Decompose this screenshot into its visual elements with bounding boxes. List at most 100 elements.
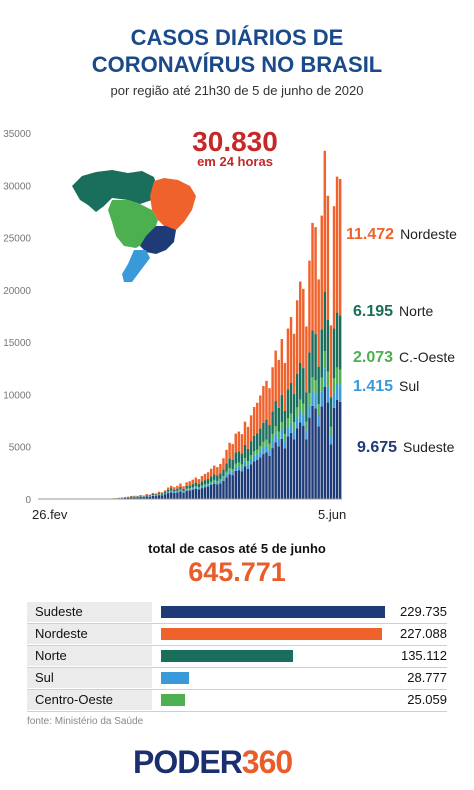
bar-segment — [151, 495, 155, 499]
bar-segment — [231, 471, 234, 476]
totals-row-value: 135.112 — [400, 648, 447, 663]
bar-day — [299, 281, 302, 499]
bar-segment — [302, 403, 305, 415]
bar-segment — [320, 215, 323, 330]
bar-segment — [213, 479, 216, 482]
bar-segment — [329, 325, 333, 398]
bar-day — [323, 150, 327, 499]
bar-segment — [240, 467, 244, 472]
bar-segment — [292, 422, 296, 431]
totals-row-bar — [161, 628, 383, 640]
bar-segment — [268, 455, 271, 499]
bar-day — [154, 493, 158, 499]
bar-segment — [219, 479, 222, 482]
bar-segment — [209, 481, 213, 484]
region-value-norte: 6.195 — [353, 303, 394, 320]
bar-segment — [145, 493, 148, 495]
daily-cases-chart: 0 5000 10000 15000 20000 25000 30000 35000 — [3, 129, 342, 505]
bar-segment — [170, 490, 173, 492]
bar-segment — [317, 404, 320, 415]
bar-segment — [280, 339, 284, 395]
region-label-norte: 6.195 Norte — [353, 303, 433, 321]
bar-segment — [191, 479, 194, 485]
bar-segment — [197, 487, 201, 489]
bar-segment — [256, 449, 259, 455]
bar-segment — [225, 449, 228, 464]
bar-day — [182, 486, 185, 499]
bar-day — [222, 458, 225, 499]
bar-segment — [326, 371, 330, 387]
bar-segment — [133, 496, 136, 497]
bar-day — [219, 463, 222, 499]
bar-segment — [176, 490, 179, 492]
chart-subtitle: por região até 21h30 de 5 de junho de 20… — [110, 83, 364, 98]
bar-segment — [289, 432, 293, 499]
region-label-sul: 1.415 Sul — [353, 378, 419, 396]
bar-segment — [166, 492, 170, 494]
bar-segment — [191, 488, 194, 490]
bar-segment — [179, 491, 182, 499]
bar-segment — [237, 462, 241, 467]
bar-segment — [166, 487, 170, 490]
bar-segment — [274, 442, 277, 499]
bar-day — [314, 227, 317, 499]
bar-segment — [182, 492, 185, 499]
bar-segment — [188, 481, 191, 486]
bar-segment — [277, 359, 280, 408]
map-region-centro-oeste — [108, 200, 158, 248]
bar-segment — [240, 464, 244, 468]
bar-segment — [259, 457, 262, 499]
bar-segment — [234, 433, 237, 453]
bar-day — [338, 179, 342, 499]
bar-segment — [320, 377, 323, 392]
bar-segment — [231, 475, 234, 499]
bar-segment — [289, 422, 293, 433]
totals-row-name: Sul — [27, 668, 152, 688]
bar-segment — [157, 493, 161, 495]
bar-segment — [209, 468, 213, 477]
bar-segment — [163, 492, 167, 494]
totals-row-name: Norte — [27, 646, 152, 666]
bar-segment — [283, 434, 287, 441]
bar-segment — [283, 411, 287, 435]
bar-segment — [194, 487, 198, 489]
region-value-sudeste: 9.675 — [357, 439, 398, 456]
bar-segment — [170, 492, 173, 499]
bar-segment — [314, 227, 317, 335]
bar-segment — [197, 479, 201, 484]
bar-day — [206, 472, 210, 499]
bar-segment — [317, 366, 320, 405]
bar-segment — [249, 441, 253, 456]
bar-segment — [154, 496, 158, 499]
bar-day — [216, 467, 219, 499]
bar-day — [160, 492, 164, 499]
bar-day — [256, 402, 259, 499]
y-axis: 0 5000 10000 15000 20000 25000 30000 35000 — [3, 129, 31, 505]
bars-layer — [90, 150, 342, 499]
totals-row: Sudeste 229.735 — [27, 602, 447, 624]
y-tick-label: 35000 — [3, 129, 31, 140]
bar-segment — [317, 414, 320, 427]
bar-segment — [163, 490, 167, 492]
bar-segment — [185, 488, 188, 490]
region-value-nordeste: 11.472 — [346, 226, 395, 243]
bar-segment — [148, 495, 152, 497]
totals-row-name: Sudeste — [27, 602, 152, 622]
bar-day — [274, 350, 277, 499]
bar-segment — [127, 497, 130, 499]
bar-segment — [157, 495, 161, 499]
bar-day — [277, 359, 280, 499]
bar-segment — [295, 300, 299, 374]
bar-segment — [252, 455, 256, 462]
bar-segment — [166, 489, 170, 492]
bar-segment — [335, 312, 339, 368]
bar-day — [234, 433, 237, 499]
bar-segment — [166, 491, 170, 493]
bar-segment — [292, 394, 296, 423]
bar-segment — [157, 494, 161, 496]
bar-segment — [191, 489, 194, 499]
bar-segment — [170, 491, 173, 493]
bar-day — [142, 495, 145, 499]
bar-segment — [234, 466, 237, 471]
bar-segment — [222, 469, 225, 477]
